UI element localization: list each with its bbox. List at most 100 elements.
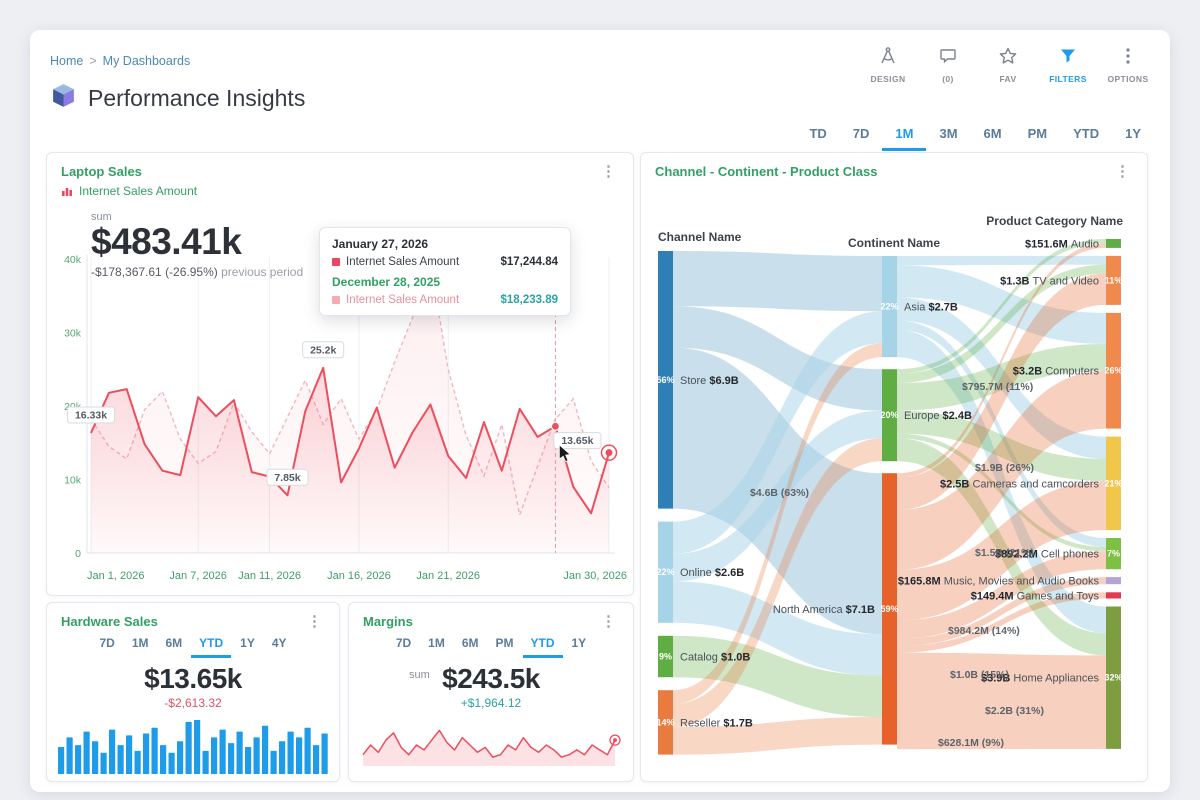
sankey-panel-title: Channel - Continent - Product Class	[655, 164, 878, 179]
time-tab-pm[interactable]: PM	[1027, 126, 1048, 141]
time-range-tabs: TD 7D 1M 3M 6M PM YTD 1Y	[796, 120, 1154, 151]
svg-text:59%: 59%	[880, 604, 898, 614]
dashboard-card: Home > My Dashboards DESIGN (0)	[30, 30, 1170, 792]
time-tab-1y[interactable]: 1Y	[1125, 126, 1141, 141]
hardware-tab-6m[interactable]: 6M	[165, 636, 183, 650]
hardware-tab-4y[interactable]: 4Y	[271, 636, 287, 650]
tooltip-prev-series-label: Internet Sales Amount	[346, 294, 460, 306]
svg-text:$1.9B (26%): $1.9B (26%)	[975, 462, 1034, 474]
breadcrumb: Home > My Dashboards	[50, 54, 190, 68]
options-button[interactable]: OPTIONS	[1098, 42, 1158, 88]
margins-tab-1y[interactable]: 1Y	[571, 636, 587, 650]
time-tab-td[interactable]: TD	[809, 126, 827, 141]
hardware-tab-ytd[interactable]: YTD	[191, 632, 232, 658]
svg-text:$4.6B (63%): $4.6B (63%)	[750, 487, 809, 499]
svg-text:$3.2B Computers: $3.2B Computers	[1013, 366, 1100, 378]
hardware-tab-1y[interactable]: 1Y	[240, 636, 255, 650]
svg-text:Online $2.6B: Online $2.6B	[680, 567, 744, 579]
svg-text:$2.5B Cameras and camcorders: $2.5B Cameras and camcorders	[940, 478, 1099, 490]
laptop-kpi-delta: -$178,367.61 (-26.95%) previous period	[91, 264, 304, 279]
svg-text:Jan 11, 2026: Jan 11, 2026	[238, 570, 301, 582]
svg-text:Jan 7, 2026: Jan 7, 2026	[169, 570, 227, 582]
svg-text:Product Category Name: Product Category Name	[986, 214, 1123, 228]
hardware-tabs: 7D 1M 6M YTD 1Y 4Y	[47, 632, 339, 658]
time-tab-7d[interactable]: 7D	[852, 126, 870, 141]
filters-label: FILTERS	[1049, 74, 1087, 84]
margins-panel-title: Margins	[363, 614, 413, 629]
svg-text:16.33k: 16.33k	[75, 409, 107, 421]
filter-funnel-icon	[1058, 46, 1078, 71]
margins-agg-label: sum	[409, 669, 430, 681]
breadcrumb-home-link[interactable]: Home	[50, 54, 84, 68]
header-toolbar: DESIGN (0) FAV FILTERS	[858, 42, 1158, 88]
page-title: Performance Insights	[88, 84, 306, 111]
filters-button[interactable]: FILTERS	[1038, 42, 1098, 88]
svg-text:Jan 21, 2026: Jan 21, 2026	[416, 570, 480, 582]
comments-count-label: (0)	[942, 74, 954, 84]
hardware-sales-panel: Hardware Sales ⋮ 7D 1M 6M YTD 1Y 4Y $13.…	[46, 602, 340, 782]
options-label: OPTIONS	[1107, 74, 1149, 84]
hardware-tab-1m[interactable]: 1M	[131, 636, 149, 650]
star-icon	[998, 46, 1018, 71]
svg-text:$2.2B (31%): $2.2B (31%)	[985, 705, 1044, 717]
laptop-legend: Internet Sales Amount	[47, 182, 633, 198]
svg-text:Jan 16, 2026: Jan 16, 2026	[327, 570, 391, 582]
svg-text:10k: 10k	[64, 475, 82, 487]
laptop-panel-menu[interactable]: ⋮	[601, 163, 616, 180]
svg-text:$1.5B (21%): $1.5B (21%)	[975, 547, 1034, 559]
favorite-label: FAV	[999, 74, 1017, 84]
hardware-bar-chart[interactable]	[57, 716, 329, 774]
svg-text:Channel Name: Channel Name	[658, 230, 742, 244]
time-tab-1m[interactable]: 1M	[882, 120, 927, 151]
svg-text:$892.2M Cell phones: $892.2M Cell phones	[995, 549, 1099, 561]
tooltip-series-value: $17,244.84	[500, 256, 558, 268]
laptop-agg-label: sum	[91, 211, 112, 223]
svg-text:$151.6M Audio: $151.6M Audio	[1025, 238, 1099, 250]
svg-text:40k: 40k	[64, 254, 82, 266]
favorite-button[interactable]: FAV	[978, 42, 1038, 88]
svg-text:$1.3B TV and Video: $1.3B TV and Video	[1000, 275, 1099, 287]
svg-text:North America $7.1B: North America $7.1B	[773, 604, 875, 616]
time-tab-ytd[interactable]: YTD	[1073, 126, 1100, 141]
sankey-chart[interactable]: 56% Store $6.9B 22% Online $2.6B 9% Catalog $…	[650, 191, 1138, 777]
margins-kpi-delta: +$1,964.12	[460, 696, 522, 710]
breadcrumb-current-link[interactable]: My Dashboards	[102, 54, 191, 68]
margins-tab-pm[interactable]: PM	[495, 636, 514, 650]
breadcrumb-separator: >	[89, 54, 97, 68]
margins-tab-6m[interactable]: 6M	[461, 636, 479, 650]
tooltip-date: January 27, 2026	[332, 237, 429, 251]
svg-text:7%: 7%	[1107, 549, 1120, 559]
margins-panel-menu[interactable]: ⋮	[601, 613, 616, 630]
svg-text:$149.4M Games and Toys: $149.4M Games and Toys	[971, 590, 1100, 602]
svg-text:11%: 11%	[1105, 275, 1123, 285]
design-button[interactable]: DESIGN	[858, 42, 918, 88]
tooltip-series-label: Internet Sales Amount	[346, 256, 460, 268]
tooltip-prev-date: December 28, 2025	[332, 275, 441, 289]
laptop-kpi-value: $483.41k	[91, 221, 242, 262]
svg-text:30k: 30k	[64, 328, 82, 340]
tooltip-series-swatch	[332, 258, 340, 266]
margins-tab-ytd[interactable]: YTD	[522, 632, 563, 658]
laptop-legend-label: Internet Sales Amount	[79, 184, 198, 198]
margins-tab-1m[interactable]: 1M	[428, 636, 445, 650]
legend-bars-icon	[62, 188, 72, 196]
hardware-tab-7d[interactable]: 7D	[99, 636, 115, 650]
time-tab-3m[interactable]: 3M	[939, 126, 958, 141]
hardware-panel-title: Hardware Sales	[61, 614, 158, 629]
svg-text:13.65k: 13.65k	[561, 435, 593, 447]
svg-text:56%: 56%	[656, 375, 674, 385]
svg-text:Store $6.9B: Store $6.9B	[680, 375, 739, 387]
sankey-panel-menu[interactable]: ⋮	[1115, 163, 1130, 180]
design-icon	[878, 46, 898, 71]
margins-tab-7d[interactable]: 7D	[395, 636, 412, 650]
comments-button[interactable]: (0)	[918, 42, 978, 88]
svg-text:Asia $2.7B: Asia $2.7B	[904, 302, 958, 314]
svg-text:Europe $2.4B: Europe $2.4B	[904, 410, 972, 422]
time-tab-6m[interactable]: 6M	[983, 126, 1002, 141]
svg-text:Catalog $1.0B: Catalog $1.0B	[680, 652, 750, 664]
tooltip-prev-swatch	[332, 296, 340, 304]
hardware-panel-menu[interactable]: ⋮	[307, 613, 322, 630]
margins-spark-chart[interactable]	[359, 716, 623, 768]
margins-panel: Margins ⋮ 7D 1M 6M PM YTD 1Y sum $243.5k…	[348, 602, 634, 782]
